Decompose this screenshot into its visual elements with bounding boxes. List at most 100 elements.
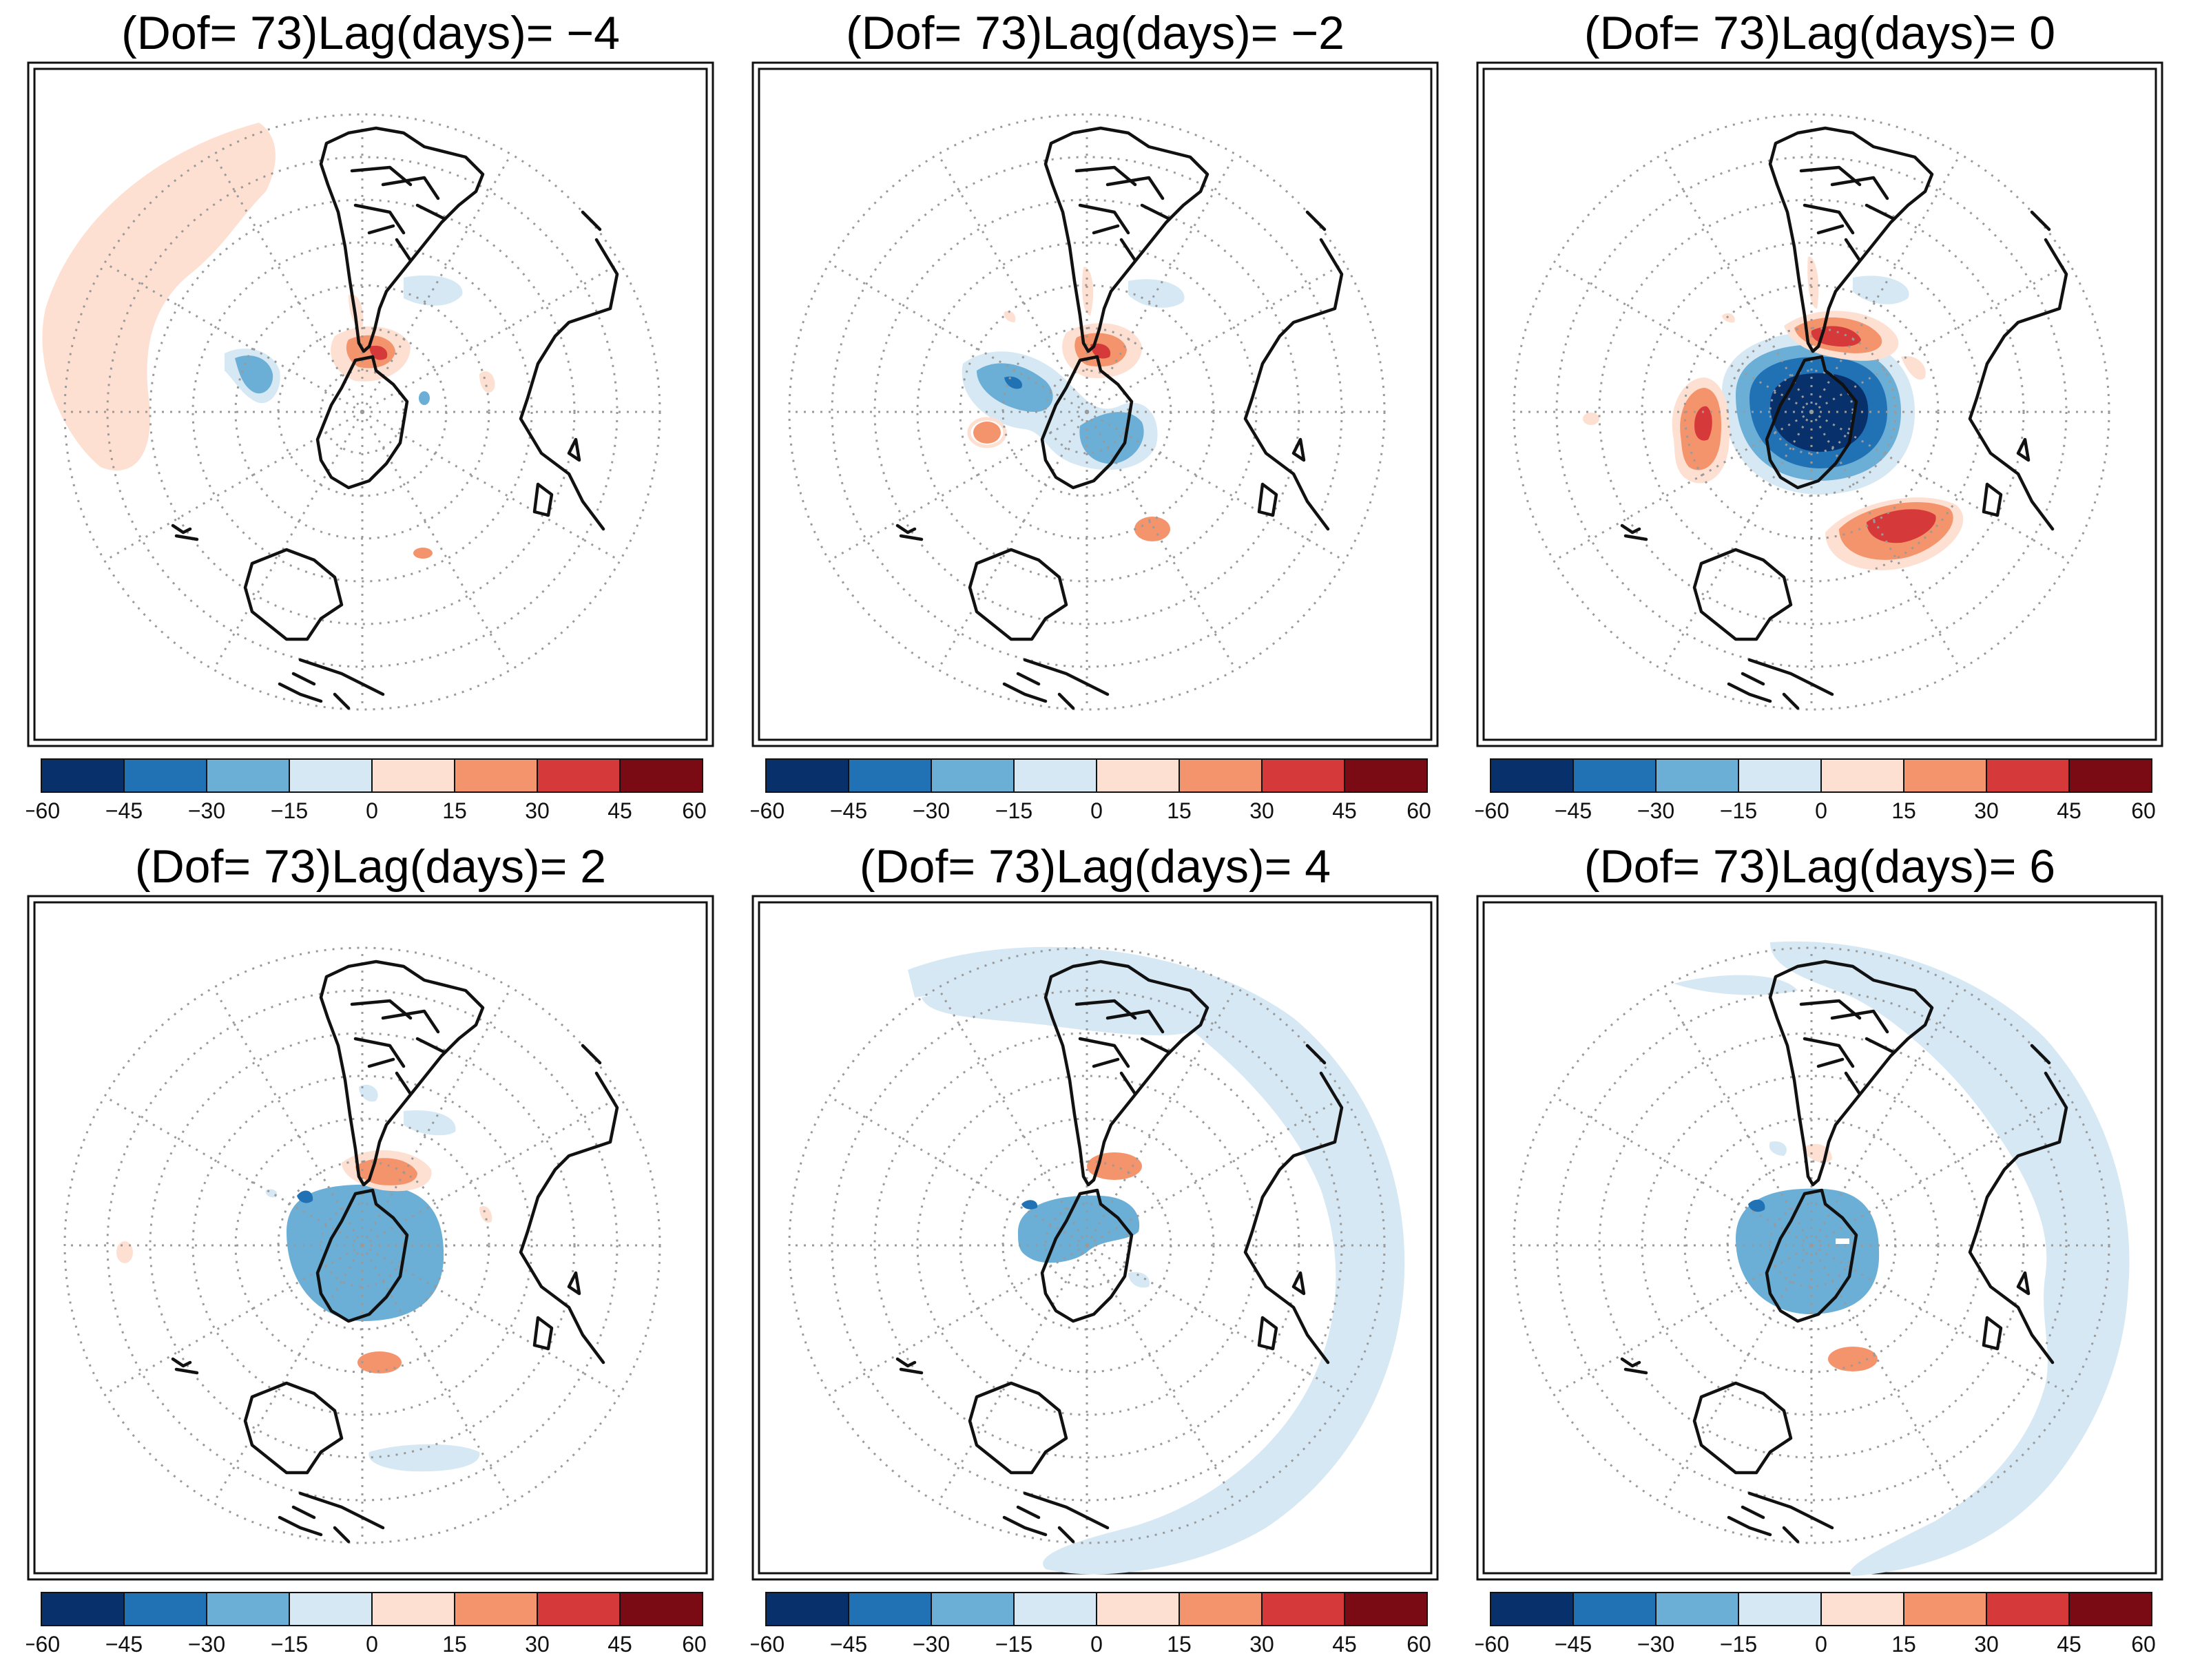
panel-lag-6: (Dof= 73)Lag(days)= 6 −6	[1475, 833, 2164, 1653]
colorbar: −60 −45 −30 −15 0 15 30 45 60	[751, 1592, 1431, 1653]
colorbar-tick: 45	[2057, 1632, 2081, 1653]
colorbar-swatch	[2068, 1592, 2152, 1626]
colorbar-swatch	[41, 1592, 125, 1626]
colorbar-tick: −60	[1475, 798, 1509, 820]
panel-title: (Dof= 73)Lag(days)= 6	[1583, 840, 2056, 893]
colorbar: −60 −45 −30 −15 0 15 30 45 60	[751, 758, 1431, 820]
colorbar-swatch	[1490, 758, 1574, 793]
colorbar-tick: 15	[1167, 798, 1192, 820]
colorbar: −60 −45 −30 −15 0 15 30 45 60	[26, 1592, 707, 1653]
colorbar-tick: −45	[105, 1632, 143, 1653]
colorbar-tick: −15	[271, 1632, 308, 1653]
colorbar-tick: 45	[608, 1632, 632, 1653]
panel-lag-4: (Dof= 73)Lag(days)= 4 −60	[751, 833, 1440, 1653]
colorbar-swatch	[931, 758, 1015, 793]
colorbar-swatch	[123, 758, 207, 793]
colorbar: −60 −45 −30 −15 0 15 30 45 60	[1475, 1592, 2156, 1653]
colorbar-swatch	[371, 1592, 455, 1626]
panel-lag-2: (Dof= 73)Lag(days)= 2	[26, 833, 715, 1653]
colorbar-tick: −15	[271, 798, 308, 820]
panel-title: (Dof= 73)Lag(days)= 4	[859, 840, 1331, 893]
colorbar-tick: 60	[2131, 798, 2156, 820]
colorbar-swatch	[1986, 758, 2070, 793]
colorbar-swatch	[289, 758, 373, 793]
panel-title: (Dof= 73)Lag(days)= 2	[134, 840, 607, 893]
colorbar-tick: −15	[995, 798, 1032, 820]
colorbar-swatch	[1013, 758, 1097, 793]
colorbar-tick: −45	[830, 1632, 867, 1653]
colorbar-tick: −15	[1720, 798, 1757, 820]
colorbar-swatch	[41, 758, 125, 793]
colorbar-tick: −30	[913, 798, 950, 820]
colorbar-swatch	[2068, 758, 2152, 793]
colorbar-swatch	[1655, 1592, 1739, 1626]
colorbar-tick: 30	[525, 1632, 550, 1653]
colorbar-tick: −60	[751, 1632, 785, 1653]
colorbar-tick: 0	[1090, 1632, 1103, 1653]
colorbar-swatch	[1261, 1592, 1345, 1626]
colorbar-tick: −60	[1475, 1632, 1509, 1653]
colorbar-swatch	[537, 758, 621, 793]
colorbar-swatch	[848, 758, 932, 793]
colorbar-swatch	[1903, 1592, 1987, 1626]
colorbar-tick: 30	[1974, 798, 1999, 820]
colorbar-swatch	[1820, 758, 1904, 793]
colorbar-swatch	[1572, 758, 1657, 793]
colorbar-tick: −45	[1555, 1632, 1592, 1653]
colorbar-swatch	[371, 758, 455, 793]
colorbar-tick: 60	[682, 1632, 707, 1653]
colorbar-swatch	[1986, 1592, 2070, 1626]
colorbar-tick: 45	[2057, 798, 2081, 820]
colorbar-swatch	[537, 1592, 621, 1626]
colorbar-tick: 0	[1815, 798, 1827, 820]
colorbar-tick: 45	[608, 798, 632, 820]
colorbar-swatch	[1261, 758, 1345, 793]
colorbar-swatch	[848, 1592, 932, 1626]
colorbar: −60 −45 −30 −15 0 15 30 45 60	[1475, 758, 2156, 820]
colorbar-swatch	[289, 1592, 373, 1626]
colorbar-tick: 0	[366, 798, 378, 820]
colorbar-tick: 15	[442, 1632, 467, 1653]
colorbar-swatch	[1738, 758, 1822, 793]
panel-lag-minus4: (Dof= 73)Lag(days)= −4	[26, 0, 715, 820]
colorbar-swatch	[765, 758, 849, 793]
panel-title: (Dof= 73)Lag(days)= 0	[1583, 7, 2056, 59]
map-lag-minus4	[27, 61, 714, 747]
map-lag-0	[1476, 61, 2163, 747]
colorbar-tick: 60	[1406, 1632, 1431, 1653]
colorbar-tick: 30	[1974, 1632, 1999, 1653]
panel-title: (Dof= 73)Lag(days)= −4	[121, 7, 620, 59]
colorbar-swatch	[1820, 1592, 1904, 1626]
colorbar-tick: −15	[995, 1632, 1032, 1653]
colorbar-swatch	[206, 758, 290, 793]
colorbar-swatch	[206, 1592, 290, 1626]
colorbar-tick: 45	[1332, 1632, 1357, 1653]
colorbar-tick: 15	[1891, 1632, 1916, 1653]
colorbar-tick: −60	[751, 798, 785, 820]
colorbar-swatch	[619, 758, 703, 793]
colorbar-tick: 30	[525, 798, 550, 820]
colorbar-swatch	[1096, 1592, 1180, 1626]
colorbar-tick: 60	[2131, 1632, 2156, 1653]
colorbar-swatch	[1903, 758, 1987, 793]
colorbar-swatch	[1490, 1592, 1574, 1626]
colorbar-swatch	[1344, 758, 1428, 793]
colorbar-swatch	[1178, 1592, 1263, 1626]
colorbar-tick: −30	[913, 1632, 950, 1653]
map-lag-6	[1476, 895, 2163, 1581]
colorbar-tick: −45	[1555, 798, 1592, 820]
colorbar-tick: 0	[1815, 1632, 1827, 1653]
colorbar-swatch	[454, 1592, 538, 1626]
map-lag-minus2	[751, 61, 1439, 747]
panel-lag-0: (Dof= 73)Lag(days)= 0	[1475, 0, 2164, 820]
colorbar-tick: 60	[682, 798, 707, 820]
panel-lag-minus2: (Dof= 73)Lag(days)= −2	[751, 0, 1440, 820]
colorbar-swatch	[619, 1592, 703, 1626]
colorbar-tick: 0	[1090, 798, 1103, 820]
colorbar-tick: −30	[188, 1632, 225, 1653]
colorbar-tick: 45	[1332, 798, 1357, 820]
colorbar: −60 −45 −30 −15 0 15 30 45 60	[26, 758, 707, 820]
colorbar-tick: 15	[442, 798, 467, 820]
colorbar-tick: 15	[1167, 1632, 1192, 1653]
colorbar-tick: −15	[1720, 1632, 1757, 1653]
